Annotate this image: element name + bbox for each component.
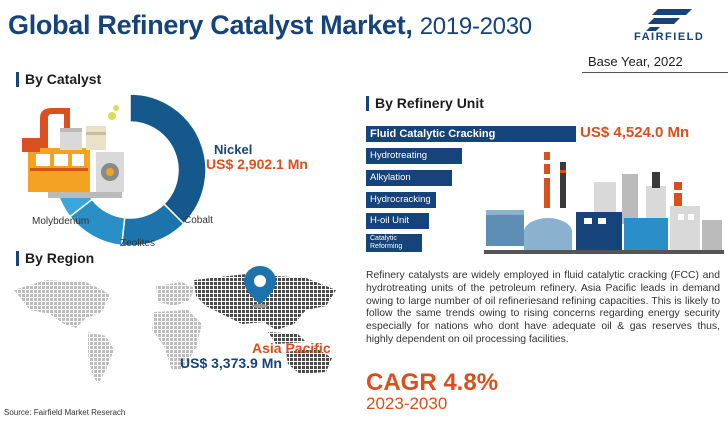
fairfield-logo: FAIRFIELD	[628, 6, 724, 44]
map-pin-icon	[244, 266, 276, 308]
world-map	[14, 266, 336, 384]
bar-label-alkylation: Alkylation	[370, 172, 411, 183]
bar-label-catalytic-reforming: Catalytic Reforming	[370, 235, 403, 250]
factory-icon	[22, 105, 124, 198]
bar-label-hydrocracking: Hydrocracking	[370, 194, 431, 205]
catalyst-donut-chart	[22, 93, 207, 247]
fcc-value: US$ 4,524.0 Mn	[580, 124, 690, 141]
molybdenum-label: Molybdenum	[32, 216, 90, 227]
base-year: Base Year, 2022	[588, 54, 683, 69]
logo-icon	[646, 9, 692, 31]
cagr-years: 2023-2030	[366, 394, 448, 413]
bar-label-hydrotreating: Hydrotreating	[370, 150, 428, 161]
title-years: 2019-2030	[419, 13, 532, 40]
page-title: Global Refinery Catalyst Market, 2019-20…	[8, 10, 532, 41]
zeolites-label: Zeolites	[120, 238, 156, 249]
section-title-catalyst: By Catalyst	[16, 72, 101, 87]
source-note: Source: Fairfield Market Reserach	[4, 408, 126, 417]
title-main: Global Refinery Catalyst Market,	[8, 10, 413, 40]
region-value: US$ 3,373.9 Mn	[180, 355, 282, 371]
section-title-refinery-unit: By Refinery Unit	[366, 96, 484, 111]
bar-catalytic-reforming: Catalytic Reforming	[366, 234, 422, 252]
market-description: Refinery catalysts are widely employed i…	[366, 270, 720, 345]
cagr-value: CAGR 4.8%	[366, 369, 499, 396]
nickel-value: US$ 2,902.1 Mn	[206, 156, 308, 172]
region-name: Asia Pacific	[252, 340, 331, 356]
bar-label-h-oil-unit: H-oil Unit	[370, 215, 410, 226]
bar-h-oil-unit: H-oil Unit	[366, 213, 429, 229]
cobalt-label: Cobalt	[184, 215, 213, 226]
bar-hydrotreating: Hydrotreating	[366, 148, 462, 164]
nickel-label: Nickel	[214, 142, 253, 157]
section-title-region: By Region	[16, 251, 94, 266]
bar-alkylation: Alkylation	[366, 170, 452, 186]
logo-text: FAIRFIELD	[634, 31, 705, 43]
donut-slice-nickel	[129, 93, 207, 225]
bar-fcc: Fluid Catalytic Cracking	[366, 126, 576, 142]
bar-label-fcc: Fluid Catalytic Cracking	[370, 128, 496, 140]
refinery-plant-icon	[484, 152, 724, 254]
divider	[582, 72, 728, 73]
bar-hydrocracking: Hydrocracking	[366, 192, 436, 208]
